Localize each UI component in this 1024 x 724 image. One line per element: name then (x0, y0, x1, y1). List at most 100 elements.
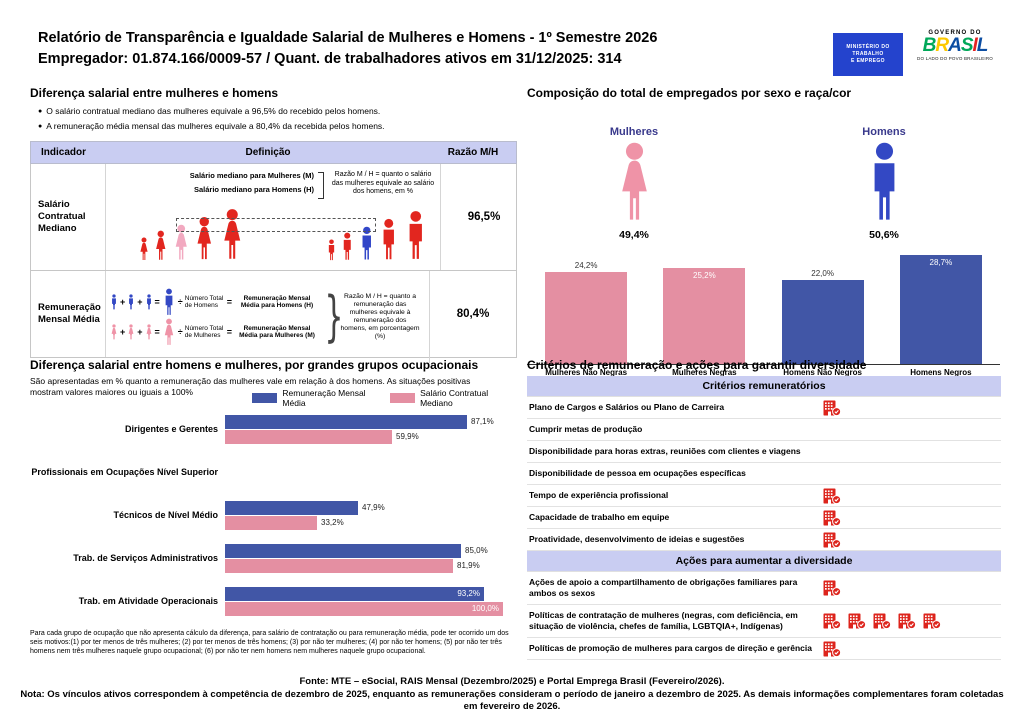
criteria-company-icons (823, 510, 1001, 526)
bar-category-label: Mulheres Negras (672, 368, 737, 377)
female-figure-icon (621, 142, 647, 220)
bar (225, 500, 358, 515)
race-sex-category-labels: Mulheres Não Negras Mulheres Negras Homens… (527, 365, 1000, 378)
median-women-label: Salário mediano para Mulheres (M) (189, 171, 314, 180)
result-text: Remuneração Mensal Média para Mulheres (… (239, 324, 315, 340)
bar-value-label: 28,7% (929, 258, 953, 267)
result-text: Remuneração Mensal Média para Homens (H) (240, 294, 314, 310)
criteria-company-icons (823, 400, 1001, 416)
bar-slot: 25,2% (645, 268, 763, 364)
ratio-median-salary: 96,5% (467, 211, 501, 223)
occupational-section-title: Diferença salarial entre homens e mulher… (30, 358, 479, 372)
company-building-icon (823, 580, 841, 596)
brace-shape: } (324, 285, 344, 348)
criteria-row: Políticas de promoção de mulheres para c… (527, 638, 1001, 660)
bar (545, 272, 628, 364)
criteria-label: Capacidade de trabalho em equipe (529, 512, 670, 522)
report-title: Relatório de Transparência e Igualdade S… (38, 30, 658, 46)
bracket-shape (318, 172, 324, 199)
occupational-bar-chart: Dirigentes e Gerentes 87,1% 59,9% Profissio… (30, 414, 517, 616)
bar: 100,0% (225, 601, 503, 616)
report-subtitle: Empregador: 01.874.166/0009-57 / Quant. … (38, 51, 622, 67)
criteria-row: Políticas de contratação de mulheres (ne… (527, 605, 1001, 638)
female-figure-icon (156, 230, 166, 260)
criteria-row: Ações de apoio a compartilhamento de obr… (527, 572, 1001, 605)
definition-median-salary: Salário mediano para Mulheres (M) Salári… (106, 164, 441, 270)
women-mean-formula: + + = ÷ Número Total de Mulheres = Remuneração… (110, 318, 320, 346)
men-figures-group (326, 210, 428, 261)
male-figure-icon (362, 226, 371, 260)
female-figure-icon (111, 324, 117, 340)
male-figure-icon (409, 211, 422, 259)
bar-category-label: Homens Negros (910, 368, 972, 377)
criteria-row: Cumprir metas de produção (527, 419, 1001, 441)
occupation-label: Profissionais em Ocupações Nível Superio… (31, 466, 218, 477)
col-indicator: Indicador (41, 147, 87, 158)
bar (225, 558, 453, 573)
col-ratio: Razão M/H (447, 147, 499, 158)
male-figure-icon (328, 239, 335, 261)
source-note: Fonte: MTE – eSocial, RAIS Mensal (Dezem… (299, 676, 725, 687)
bar-value-label: 87,1% (471, 417, 494, 426)
gov-logo-bottom-text: DO LADO DO POVO BRASILEIRO (917, 56, 993, 61)
indicator-mean-remuneration: Remuneração Mensal Média (31, 271, 106, 357)
criteria-company-icons (823, 641, 1001, 657)
female-figure-icon (197, 216, 211, 260)
bar-value-label: 24,2% (574, 261, 598, 270)
bar-slot: 28,7% (882, 255, 1000, 364)
company-building-icon (823, 488, 841, 504)
company-building-icon (923, 613, 941, 629)
sex-total-male: Homens 50,6% (819, 126, 949, 241)
criteria-section: Critérios de remuneração e ações para ga… (527, 358, 1001, 660)
women-figures-group (138, 208, 245, 261)
bar-category-label: Homens Não Negros (783, 368, 862, 377)
occupation-group: Trab. de Serviços Administrativos 85,0% 81… (30, 543, 517, 573)
bar (225, 414, 467, 429)
criteria-row: Proatividade, desenvolvimento de ideias … (527, 529, 1001, 551)
sex-totals-illustration: Mulheres 49,4% Homens 50,6% (527, 104, 1000, 252)
divisor-text: Número Total de Mulheres (184, 324, 224, 340)
male-figure-icon (874, 142, 894, 220)
gov-logo-top-text: GOVERNO DO (928, 30, 982, 36)
company-building-icon (823, 400, 841, 416)
definition-mean-remuneration: + + = ÷ Número Total de Homens = Remuneração M… (106, 271, 430, 363)
company-building-icon (823, 510, 841, 526)
occupation-group: Profissionais em Ocupações Nível Superio… (30, 457, 517, 487)
legend-chip-blue (252, 393, 278, 403)
indicator-median-salary: Salário Contratual Mediano (31, 164, 106, 270)
bar (781, 280, 864, 364)
bar-value-label: 22,0% (811, 269, 834, 278)
company-building-icon (898, 613, 916, 629)
male-figure-icon (383, 218, 394, 260)
sex-percentage: 50,6% (869, 229, 899, 241)
male-figure-icon (165, 288, 173, 315)
composition-section: Composição do total de empregados por se… (527, 86, 1000, 378)
occupation-label: Trab. em Atividade Operacionais (78, 595, 218, 606)
female-figure-icon (140, 237, 148, 260)
report-header: Relatório de Transparência e Igualdade S… (38, 28, 657, 70)
median-men-label: Salário mediano para Homens (H) (193, 185, 314, 194)
composition-section-title: Composição do total de empregados por se… (527, 86, 852, 100)
criteria-row: Disponibilidade para horas extras, reuni… (527, 441, 1001, 463)
criteria-company-icons (823, 613, 1001, 629)
occupation-group: Trab. em Atividade Operacionais 93,2% 100,… (30, 586, 517, 616)
bar-slot: 22,0% (764, 269, 882, 364)
bar-value-label: 33,2% (321, 518, 344, 527)
median-ratio-note: Razão M / H = quanto o salário das mulhe… (331, 171, 435, 195)
company-building-icon (823, 532, 841, 548)
criteria-company-icons (823, 488, 1001, 504)
median-dashed-band (176, 218, 376, 232)
criteria-section-title: Critérios de remuneração e ações para ga… (527, 358, 867, 372)
sex-percentage: 49,4% (619, 229, 649, 241)
criteria-label: Disponibilidade para horas extras, reuni… (529, 446, 801, 456)
salary-bullet: ● O salário contratual mediano das mulher… (38, 106, 381, 116)
legend-label-mean: Remuneração Mensal Média (282, 388, 366, 408)
female-figure-icon (164, 318, 173, 345)
salary-difference-section: Diferença salarial entre mulheres e home… (30, 86, 517, 363)
mte-ministry-logo: MINISTÉRIO DO TRABALHO E EMPREGO (833, 33, 903, 76)
salary-bullet-list: ● O salário contratual mediano das mulher… (38, 104, 517, 134)
mean-ratio-note: Razão M / H = quanto a remuneração das m… (340, 293, 420, 340)
legend-label-median: Salário Contratual Mediano (420, 388, 489, 408)
chart-legend: Remuneração Mensal Média Salário Contrat… (252, 388, 517, 408)
